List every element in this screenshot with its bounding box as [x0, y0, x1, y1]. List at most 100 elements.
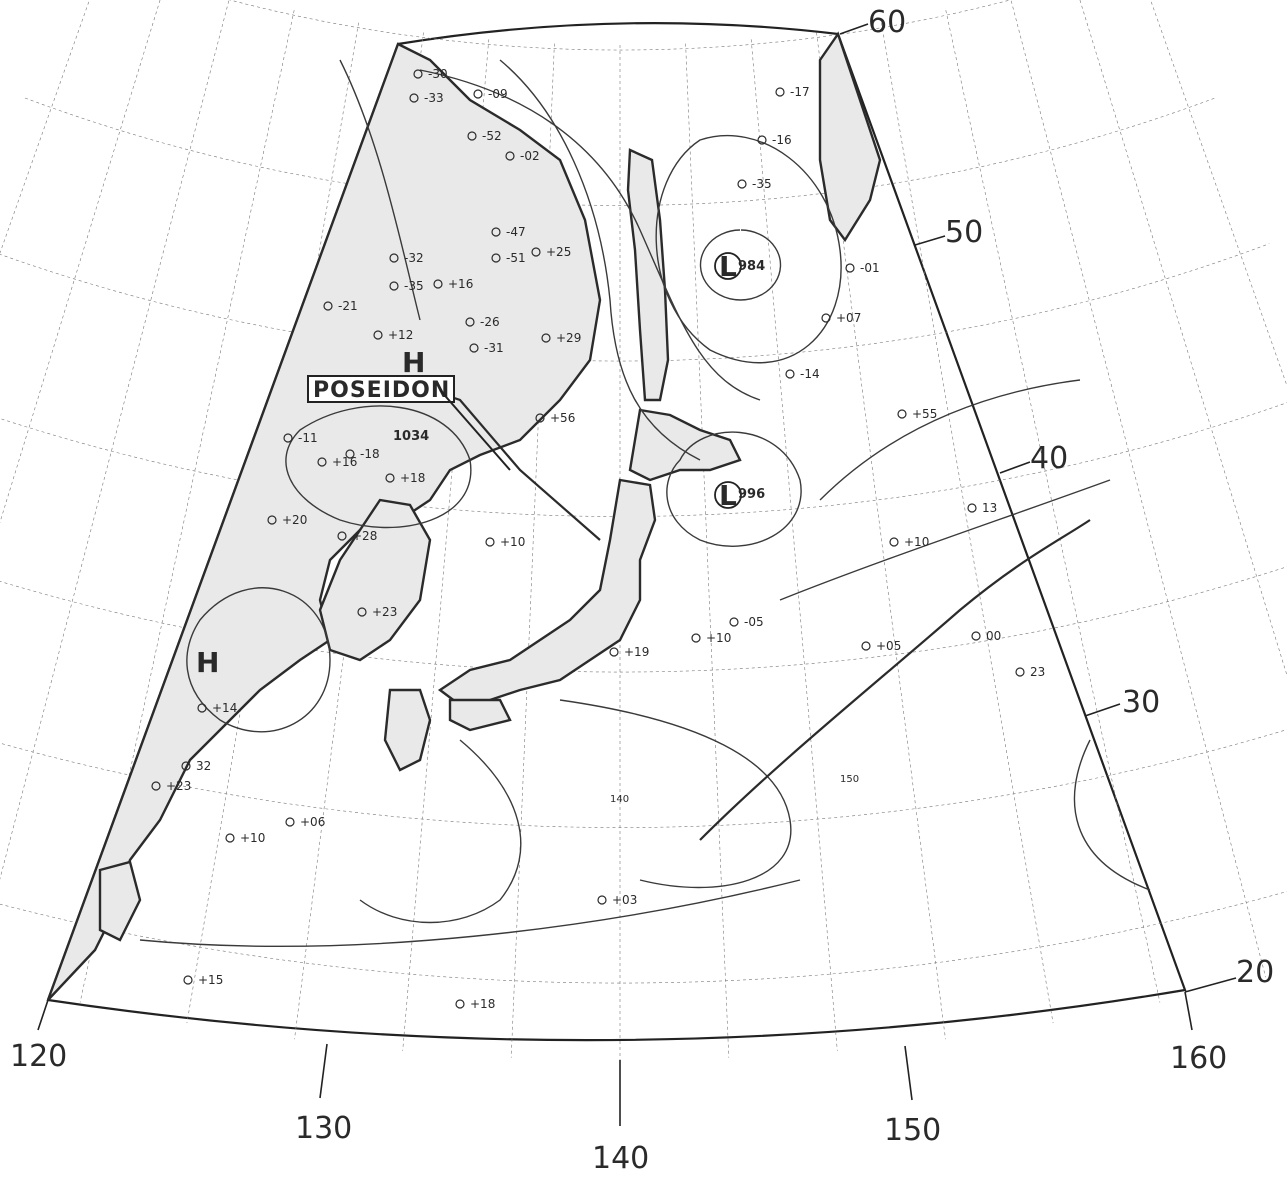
- graticule-meridian: [1010, 0, 1266, 978]
- station-marker: [845, 263, 855, 273]
- latitude-label-50: 50: [945, 215, 983, 250]
- station-value: -31: [484, 341, 504, 355]
- station-value: +16: [332, 455, 357, 469]
- station-value: +10: [500, 535, 525, 549]
- station-value: +20: [282, 513, 307, 527]
- station-value: +25: [546, 245, 571, 259]
- station-value: -11: [298, 431, 318, 445]
- station-value: -33: [424, 91, 444, 105]
- station-marker: [283, 433, 293, 443]
- isobars: [139, 59, 1151, 947]
- station-marker: [337, 531, 347, 541]
- station-marker: [609, 647, 619, 657]
- station-value: +18: [400, 471, 425, 485]
- station-marker: [469, 343, 479, 353]
- station-value: +15: [198, 973, 223, 987]
- station-marker: [389, 253, 399, 263]
- station-marker: [485, 537, 495, 547]
- low-pressure-label: L: [719, 250, 737, 283]
- station-marker: [775, 87, 785, 97]
- station-value: -14: [800, 367, 820, 381]
- station-value: -02: [520, 149, 540, 163]
- low-pressure-label: L: [719, 479, 737, 512]
- station-marker: [181, 761, 191, 771]
- latitude-label-60: 60: [868, 5, 906, 40]
- latitude-labels: 60 50 40 30 20: [839, 5, 1274, 993]
- graticule-meridian: [0, 0, 230, 880]
- station-marker: [197, 703, 207, 713]
- station-value: 32: [196, 759, 211, 773]
- station-value: -16: [772, 133, 792, 147]
- latitude-label-20: 20: [1236, 955, 1274, 990]
- station-value: +29: [556, 331, 581, 345]
- station-value: -52: [482, 129, 502, 143]
- station-marker: [323, 301, 333, 311]
- graticule-meridian: [750, 39, 838, 1051]
- graticule-meridian: [945, 10, 1161, 1003]
- station-value: +03: [612, 893, 637, 907]
- station-value: -35: [404, 279, 424, 293]
- station-marker: [785, 369, 795, 379]
- station-value: +19: [624, 645, 649, 659]
- station-value: +10: [240, 831, 265, 845]
- station-value: +05: [876, 639, 901, 653]
- station-value: 13: [982, 501, 997, 515]
- station-marker: [455, 999, 465, 1009]
- graticule-meridian: [1079, 0, 1287, 677]
- station-marker: [473, 89, 483, 99]
- graticule-parallel: [229, 0, 1011, 51]
- taiwan: [98, 860, 142, 942]
- station-marker: [967, 503, 977, 513]
- station-value: -35: [752, 177, 772, 191]
- station-marker: [535, 413, 545, 423]
- station-value: +10: [904, 535, 929, 549]
- longitude-label-160: 160: [1170, 1041, 1227, 1076]
- station-marker: [757, 135, 767, 145]
- korea-peninsula: [318, 498, 432, 662]
- station-value: +16: [448, 277, 473, 291]
- hokkaido: [628, 408, 742, 482]
- high-pressure-label: H: [196, 646, 219, 679]
- station-value: +14: [212, 701, 237, 715]
- station-value: +55: [912, 407, 937, 421]
- station-marker: [433, 279, 443, 289]
- station-value: -47: [506, 225, 526, 239]
- longitude-label-140: 140: [592, 1141, 649, 1176]
- station-marker: [385, 473, 395, 483]
- station-value: +18: [470, 997, 495, 1011]
- station-marker: [1015, 667, 1025, 677]
- graticule-meridian: [0, 0, 90, 254]
- graticule-parallel: [24, 97, 1216, 206]
- station-marker: [897, 409, 907, 419]
- ship-label-text: POSEIDON: [313, 378, 450, 403]
- latitude-label-40: 40: [1030, 441, 1068, 476]
- pressure-systems: H 1034 L 984 L 996 H: [196, 250, 765, 679]
- station-value: -01: [860, 261, 880, 275]
- longitude-label-150: 150: [884, 1113, 941, 1148]
- inner-longitude-label-150: 150: [840, 774, 859, 785]
- station-marker: [691, 633, 701, 643]
- station-value: +06: [300, 815, 325, 829]
- station-marker: [467, 131, 477, 141]
- station-marker: [505, 151, 515, 161]
- station-value: -51: [506, 251, 526, 265]
- station-value: +07: [836, 311, 861, 325]
- station-marker: [151, 781, 161, 791]
- station-value: -30: [428, 67, 448, 81]
- station-value: -05: [744, 615, 764, 629]
- longitude-label-130: 130: [295, 1111, 352, 1146]
- station-marker: [597, 895, 607, 905]
- station-marker: [491, 227, 501, 237]
- station-value: 23: [1030, 665, 1045, 679]
- station-marker: [889, 537, 899, 547]
- station-marker: [389, 281, 399, 291]
- low-pressure-value: 984: [738, 259, 765, 274]
- ship-label: POSEIDON: [307, 375, 511, 471]
- station-marker: [465, 317, 475, 327]
- graticule-meridian: [685, 43, 730, 1058]
- kamchatka: [818, 31, 882, 243]
- station-marker: [971, 631, 981, 641]
- graticule-meridian: [186, 22, 359, 1024]
- station-value: 00: [986, 629, 1001, 643]
- station-marker: [491, 253, 501, 263]
